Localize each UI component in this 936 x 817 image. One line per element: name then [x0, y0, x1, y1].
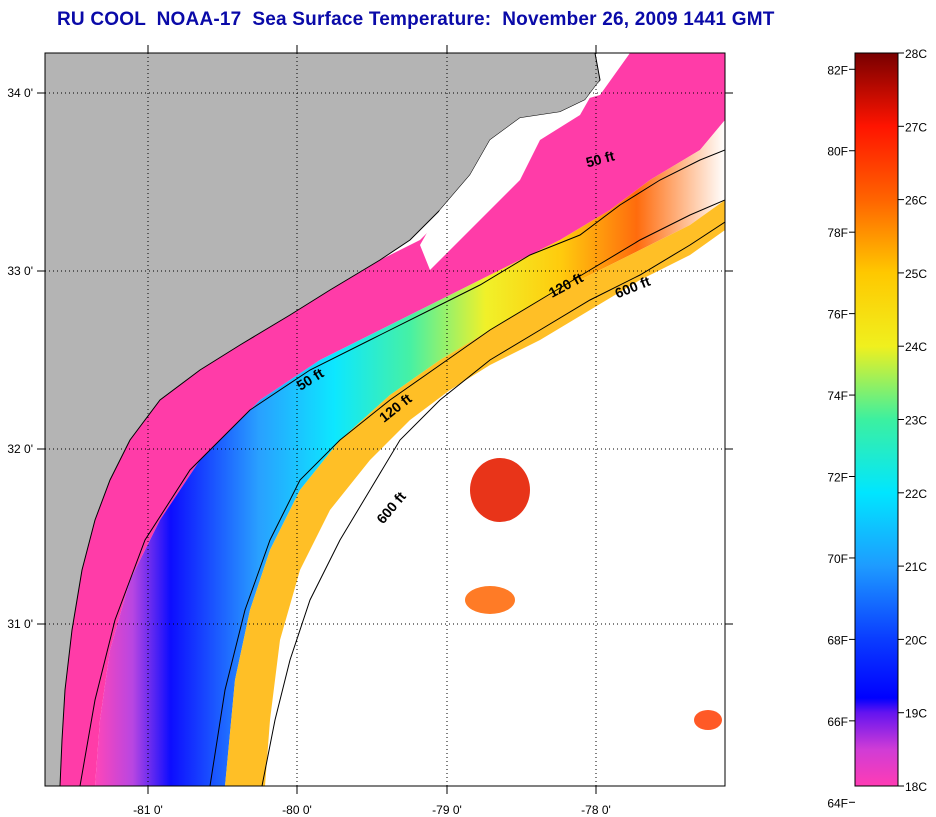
colorbar-f-label: 70F [827, 552, 848, 566]
colorbar-f-label: 82F [827, 63, 848, 77]
colorbar-f-label: 80F [827, 145, 848, 159]
colorbar-f-label: 64F [827, 796, 848, 810]
colorbar-celsius-labels: 28C 27C 26C 25C 24C 23C 22C 21C 20C 19C 18C [898, 47, 927, 794]
isobath-120ft [209, 199, 725, 786]
colorbar-c-label: 26C [905, 194, 927, 208]
lat-tick-label-33: 33 0' [7, 264, 33, 278]
colorbar-c-label: 25C [905, 267, 927, 281]
colorbar-c-label: 27C [905, 120, 927, 134]
lon-tick-label-80: -80 0' [282, 803, 312, 817]
colorbar-f-label: 66F [827, 715, 848, 729]
lat-tick-label-34: 34 0' [7, 86, 33, 100]
sst-gulfstream-edge [225, 200, 725, 786]
land-mass [45, 53, 601, 786]
frame-ticks [37, 45, 733, 794]
colorbar-c-label: 18C [905, 780, 927, 794]
contour-label-50ft-north: 50 ft [584, 147, 616, 170]
isobath-50ft [79, 149, 725, 786]
colorbar-c-label: 24C [905, 340, 927, 354]
sst-warm-patch-2 [465, 586, 515, 614]
lon-tick-label-81: -81 0' [133, 803, 163, 817]
sst-warm-patch [470, 458, 530, 522]
colorbar-fahrenheit-labels: 82F 80F 78F 76F 74F 72F 70F 68F 66F 64F [827, 63, 855, 810]
colorbar-c-label: 23C [905, 414, 927, 428]
map-title: RU COOL NOAA-17 Sea Surface Temperature:… [57, 9, 775, 30]
isobath-600ft [261, 221, 725, 786]
colorbar-fill [854, 52, 899, 787]
colorbar-f-label: 68F [827, 633, 848, 647]
lon-tick-label-79: -79 0' [432, 803, 462, 817]
lat-tick-label-32: 32 0' [7, 442, 33, 456]
colorbar-c-label: 20C [905, 633, 927, 647]
lon-tick-label-78: -78 0' [581, 803, 611, 817]
colorbar-f-label: 72F [827, 471, 848, 485]
colorbar-f-label: 78F [827, 226, 848, 240]
colorbar-c-label: 22C [905, 487, 927, 501]
sst-nearshore-band [45, 53, 725, 786]
colorbar-f-label: 76F [827, 308, 848, 322]
map-frame [44, 52, 726, 787]
graticule [45, 53, 725, 786]
sst-warm-patch-3 [694, 710, 722, 730]
colorbar-c-label: 28C [905, 47, 927, 61]
lat-tick-label-31: 31 0' [7, 617, 33, 631]
colorbar-c-label: 19C [905, 707, 927, 721]
colorbar-c-label: 21C [905, 560, 927, 574]
sst-shelf-band [95, 120, 725, 786]
inshore-no-data [420, 80, 600, 270]
colorbar-f-label: 74F [827, 389, 848, 403]
